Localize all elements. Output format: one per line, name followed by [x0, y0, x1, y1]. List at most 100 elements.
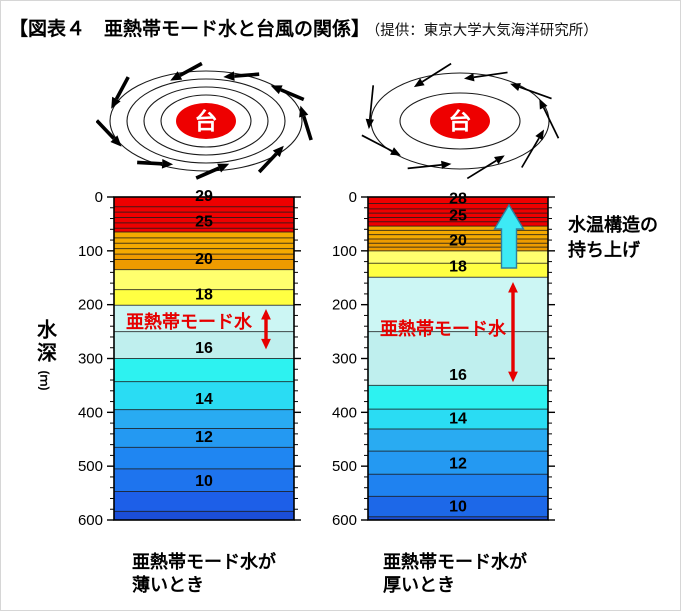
typhoon-eye [430, 103, 490, 139]
uplift-annotation-line1: 水温構造の [568, 215, 658, 235]
mode-water-extent-arrow [508, 282, 518, 383]
figure-title-main: 【図表４ 亜熱帯モード水と台風の関係】 [9, 19, 371, 40]
wind-arrowhead [535, 129, 545, 141]
panel-border [367, 196, 549, 521]
wind-arrow [365, 85, 375, 130]
temperature-band [114, 409, 294, 429]
wind-arrow [539, 98, 560, 139]
depth-tick-label: 500 [332, 458, 357, 475]
temperature-band [114, 428, 294, 448]
isotherm-label: 18 [195, 287, 213, 304]
figure-title: 【図表４ 亜熱帯モード水と台風の関係】 （提供：東京大学大気海洋研究所） [9, 14, 598, 41]
temperature-band [368, 385, 548, 410]
wind-arrow [466, 155, 505, 180]
depth-tick-label: 500 [78, 458, 103, 475]
arrowhead-up [261, 308, 271, 320]
typhoon-eye-label: 台 [195, 108, 218, 134]
temperature-band [114, 289, 294, 306]
temperature-band [368, 429, 548, 452]
depth-tick-label: 600 [78, 512, 103, 529]
depth-axis-unit: (ｍ) [37, 370, 52, 391]
wind-arrowhead [413, 78, 425, 88]
mode-water-label-right: 亜熱帯モード水 [380, 319, 506, 339]
figure-title-credit: （提供：東京大学大気海洋研究所） [373, 23, 598, 39]
temperature-band [114, 447, 294, 469]
wind-arrowhead [365, 118, 375, 130]
typhoon-ring [143, 86, 269, 156]
typhoon-ring [109, 70, 303, 172]
wind-arrow [270, 85, 305, 102]
typhoon-ring [126, 78, 286, 164]
wind-arrow [361, 134, 401, 156]
temperature-band [114, 491, 294, 512]
depth-tick-label: 300 [332, 351, 357, 368]
temperature-band [368, 451, 548, 475]
arrowhead-up [508, 282, 518, 293]
uplift-annotation: 水温構造の 持ち上げ [568, 213, 658, 263]
typhoon-ring [160, 94, 252, 148]
depth-tick-label: 200 [332, 297, 357, 314]
depth-tick-label: 100 [332, 243, 357, 260]
isotherm-label: 12 [449, 456, 467, 473]
temperature-band [368, 496, 548, 517]
typhoon-eye [176, 103, 236, 139]
temperature-band [368, 238, 548, 251]
temperature-band [114, 511, 294, 520]
temperature-band [368, 474, 548, 497]
wind-arrowhead [223, 71, 235, 81]
isotherm-label: 29 [195, 188, 213, 205]
wind-arrow [521, 129, 545, 168]
isotherm-label: 14 [195, 391, 213, 408]
caption-line1: 亜熱帯モード水が [383, 552, 527, 572]
wind-arrow [96, 119, 122, 147]
temperature-band [368, 277, 548, 332]
isotherm-label: 16 [195, 340, 213, 357]
temperature-band [114, 381, 294, 410]
wind-arrowhead [272, 145, 284, 158]
isotherm-label: 20 [449, 232, 467, 249]
wind-arrow [299, 105, 313, 141]
temperature-band [368, 409, 548, 430]
wind-arrowhead [441, 160, 452, 170]
depth-tick-label: 0 [349, 189, 357, 206]
wind-arrowhead [510, 83, 521, 92]
temperature-band [114, 197, 294, 232]
wind-arrowhead [494, 155, 505, 165]
depth-axis-label-text: 水深 [33, 319, 56, 365]
wind-arrow [463, 71, 508, 82]
temperature-band [368, 331, 548, 386]
isotherm-label: 20 [195, 251, 213, 268]
depth-tick-label: 300 [78, 351, 103, 368]
isotherm-label: 18 [449, 259, 467, 276]
typhoon-diagram-strong: 台 [96, 61, 313, 180]
wind-arrow [413, 62, 452, 88]
wind-arrow [407, 160, 452, 170]
wind-arrowhead [170, 71, 183, 81]
mode-water-extent-arrow [261, 308, 271, 350]
wind-arrowhead [161, 158, 174, 169]
wind-arrowhead [299, 105, 309, 118]
wind-arrow [223, 71, 260, 81]
wind-arrow [195, 163, 230, 180]
depth-tick-label: 100 [78, 243, 103, 260]
typhoon-ring [399, 92, 521, 150]
wind-arrowhead [463, 73, 475, 82]
uplift-annotation-line2: 持ち上げ [568, 240, 640, 260]
isotherm-label: 25 [195, 213, 213, 230]
isotherm-label: 28 [449, 190, 467, 207]
depth-tick-label: 200 [78, 297, 103, 314]
wind-arrow [510, 83, 552, 100]
temperature-band [114, 358, 294, 382]
temperature-band [114, 254, 294, 270]
isotherm-label: 12 [195, 429, 213, 446]
wind-arrowhead [217, 163, 230, 173]
caption-thin-mode-water: 亜熱帯モード水が 薄いとき [132, 551, 276, 597]
wind-arrowhead [111, 96, 121, 109]
typhoon-eye-label: 台 [449, 108, 472, 134]
depth-axis-label: 水深 (ｍ) [32, 319, 58, 391]
mode-water-label-left: 亜熱帯モード水 [126, 312, 252, 332]
wind-arrow [170, 61, 203, 81]
